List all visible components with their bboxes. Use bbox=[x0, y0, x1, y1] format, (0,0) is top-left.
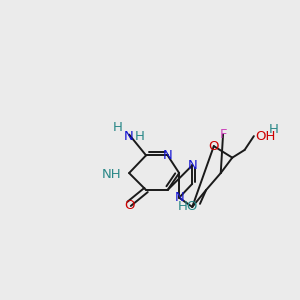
Text: OH: OH bbox=[255, 130, 276, 142]
Text: NH: NH bbox=[102, 168, 122, 181]
Text: H: H bbox=[134, 130, 144, 142]
Text: H: H bbox=[113, 121, 123, 134]
Text: HO: HO bbox=[178, 200, 198, 213]
Text: F: F bbox=[219, 128, 227, 141]
Text: N: N bbox=[124, 130, 133, 142]
Text: N: N bbox=[163, 149, 172, 162]
Text: O: O bbox=[124, 199, 134, 212]
Text: N: N bbox=[174, 191, 184, 204]
Text: H: H bbox=[269, 123, 279, 136]
Text: N: N bbox=[188, 159, 197, 172]
Text: O: O bbox=[208, 140, 219, 153]
